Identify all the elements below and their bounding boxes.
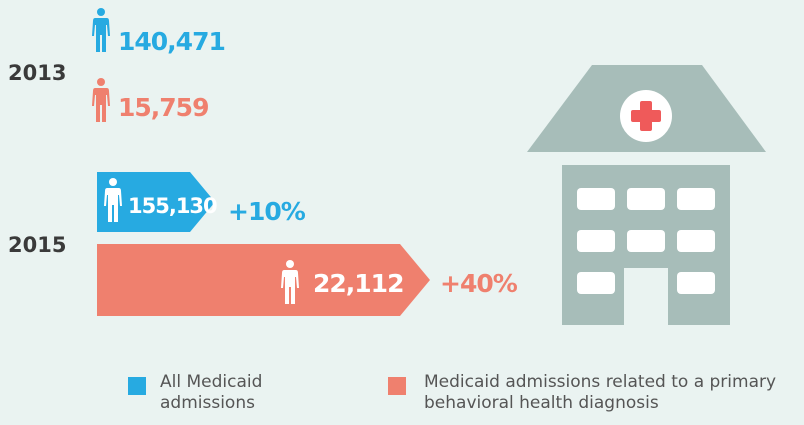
- change: +10%: [228, 197, 306, 226]
- count: 155,130: [128, 194, 217, 218]
- hospital-icon: [527, 65, 766, 325]
- year: 2015: [8, 233, 66, 257]
- count: 140,471: [118, 27, 225, 56]
- legend-swatch: [388, 377, 406, 395]
- arrow: [97, 172, 215, 232]
- person-icon: [92, 8, 110, 52]
- arrow: [97, 244, 430, 316]
- year: 2013: [8, 61, 66, 85]
- change: +40%: [440, 269, 518, 298]
- legend-label: Medicaid admissions related to a primary…: [424, 372, 777, 413]
- count: 22,112: [313, 269, 403, 298]
- legend-label: All Medicaid admissions: [160, 372, 263, 413]
- count: 15,759: [118, 93, 208, 122]
- legend-swatch: [128, 377, 146, 395]
- person-icon: [92, 78, 110, 122]
